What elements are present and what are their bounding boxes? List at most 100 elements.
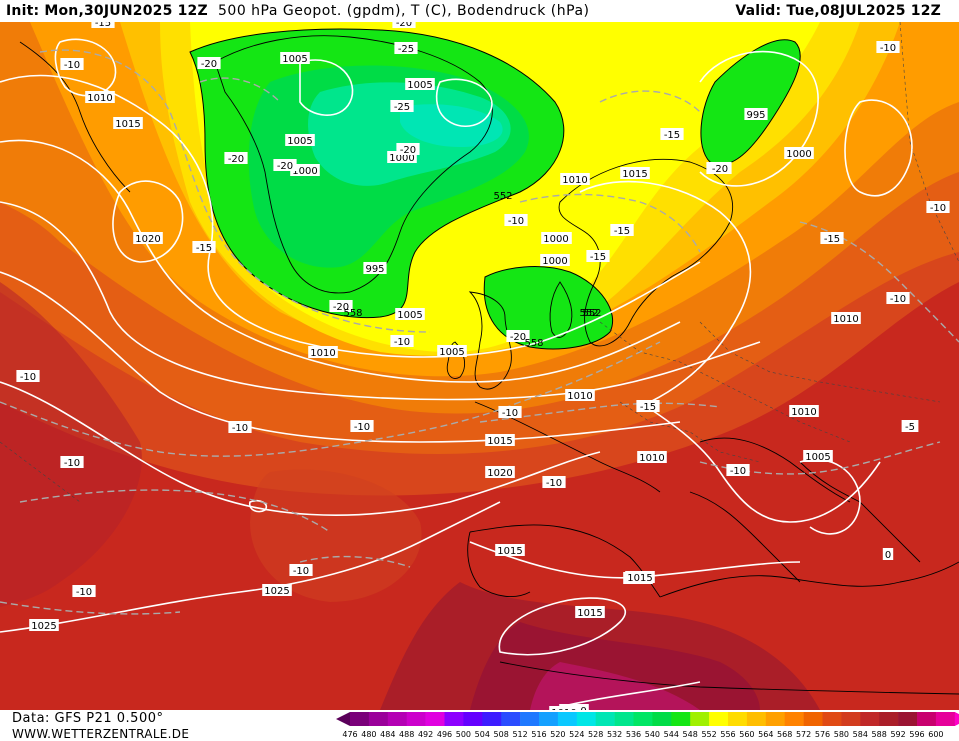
temperature-label-text: -20 xyxy=(510,332,526,343)
temperature-label: -15 xyxy=(586,250,610,263)
pressure-label-text: 1025 xyxy=(31,621,56,632)
pressure-label-bg xyxy=(637,451,667,463)
temperature-label-bg xyxy=(72,585,96,597)
temperature-label-text: -10 xyxy=(394,337,410,348)
pressure-label-text: 1020 xyxy=(487,468,512,479)
pressure-label-bg xyxy=(290,164,320,176)
pressure-label-bg xyxy=(485,434,515,446)
temperature-label-text: -10 xyxy=(930,203,946,214)
pressure-label-bg xyxy=(29,619,59,631)
temperature-label: -15 xyxy=(660,128,684,141)
temperature-label-text: -25 xyxy=(394,102,410,113)
pressure-label: 1015 xyxy=(495,544,525,557)
pressure-label-text: 1025 xyxy=(264,586,289,597)
geopotential-label: 552 xyxy=(582,308,601,319)
temperature-label-text: -10 xyxy=(354,422,370,433)
pressure-label: 1015 xyxy=(485,434,515,447)
pressure-label-bg xyxy=(405,78,435,90)
pressure-label: 1010 xyxy=(637,451,667,464)
legend-swatch xyxy=(633,712,653,726)
pressure-label-text: 1000 xyxy=(292,166,317,177)
pressure-label: 1020 xyxy=(485,466,515,479)
legend-swatch xyxy=(728,712,748,726)
temperature-label: -20 xyxy=(396,143,420,156)
pressure-label-text: 1005 xyxy=(287,136,312,147)
legend-swatch xyxy=(425,712,445,726)
temperature-label-bg xyxy=(586,250,610,262)
pressure-label-text: 1005 xyxy=(397,310,422,321)
pressure-label-bg xyxy=(395,308,425,320)
temperature-label: -10 xyxy=(726,464,750,477)
temperature-label-text: -10 xyxy=(508,216,524,227)
temperature-label: -10 xyxy=(926,201,950,214)
legend-swatch xyxy=(406,712,426,726)
temperature-label: -10 xyxy=(72,585,96,598)
pressure-label-text: 1010 xyxy=(567,391,592,402)
legend-swatch xyxy=(860,712,880,726)
legend-tick-label: 544 xyxy=(663,730,679,739)
temperature-label: -10 xyxy=(228,421,252,434)
temperature-label-text: -10 xyxy=(64,60,80,71)
pressure-label: 1015 xyxy=(575,606,605,619)
temperature-label-text: -10 xyxy=(20,372,36,383)
temperature-label: -15 xyxy=(192,241,216,254)
temperature-label: -10 xyxy=(60,456,84,469)
pressure-label: 1005 xyxy=(395,308,425,321)
temperature-label-text: -10 xyxy=(502,408,518,419)
geopotential-label: 552 xyxy=(493,191,512,202)
temperature-label: -10 xyxy=(542,476,566,489)
legend-tick-label: 572 xyxy=(795,730,812,739)
temperature-label-bg xyxy=(91,22,115,28)
legend-swatch xyxy=(652,712,672,726)
pressure-label: 1000 xyxy=(290,164,320,177)
pressure-label: 995 xyxy=(744,108,768,121)
pressure-label: 1015 xyxy=(625,571,655,584)
temperature-label-bg xyxy=(726,464,750,476)
temperature-label-bg xyxy=(60,58,84,70)
pressure-label-text: 1015 xyxy=(627,573,652,584)
temperature-label: -5 xyxy=(901,420,919,433)
temperature-label: -20 xyxy=(197,57,221,70)
legend-tick-label: 528 xyxy=(588,730,604,739)
pressure-label-text: 1000 xyxy=(542,256,567,267)
legend-swatch xyxy=(879,712,899,726)
legend-tick-label: 512 xyxy=(512,730,528,739)
temperature-label-bg xyxy=(610,224,634,236)
legend-tick-label: 476 xyxy=(342,730,358,739)
legend-tick-label: 488 xyxy=(399,730,415,739)
temperature-label-bg xyxy=(192,241,216,253)
pressure-label: 995 xyxy=(363,262,387,275)
legend-tick-label: 516 xyxy=(531,730,547,739)
temperature-label-text: -10 xyxy=(293,566,309,577)
temperature-label: -10 xyxy=(289,564,313,577)
legend-tick-label: 500 xyxy=(455,730,472,739)
temperature-labels: -15 -10 -20 -20 -25 -25 -20 -20 -20 -15 -15 -20 -15 -… xyxy=(16,22,950,598)
temperature-label-bg xyxy=(394,42,418,54)
pressure-label-bg xyxy=(540,254,570,266)
temperature-label-text: -20 xyxy=(396,22,412,29)
pressure-label: 1005 xyxy=(280,52,310,65)
temperature-label: -10 xyxy=(498,406,522,419)
legend-swatch xyxy=(671,712,691,726)
pressure-label-bg xyxy=(831,312,861,324)
temperature-label-bg xyxy=(506,330,530,342)
map-footer: Data: GFS P21 0.500° WWW.WETTERZENTRALE.… xyxy=(0,710,959,741)
map-header: Init: Mon,30JUN2025 12Z 500 hPa Geopot. … xyxy=(0,0,959,22)
temperature-label: -25 xyxy=(390,100,414,113)
pressure-label: 1000 xyxy=(540,254,570,267)
legend-tick-label: 568 xyxy=(777,730,793,739)
temperature-label-text: -10 xyxy=(64,458,80,469)
legend-swatch xyxy=(822,712,842,726)
pressure-label-text: 1010 xyxy=(791,407,816,418)
legend-tick-label: 564 xyxy=(758,730,774,739)
pressure-label: 1005 xyxy=(285,134,315,147)
temperature-label-text: -15 xyxy=(824,234,840,245)
pressure-label-text: 1010 xyxy=(551,708,576,710)
pressure-label-text: 1000 xyxy=(543,234,568,245)
pressure-label-bg xyxy=(549,706,579,710)
temperature-label-bg xyxy=(498,406,522,418)
legend-swatch xyxy=(690,712,710,726)
temperature-label: -15 xyxy=(636,400,660,413)
legend-tick-label: 540 xyxy=(644,730,661,739)
temperature-label: -15 xyxy=(610,224,634,237)
